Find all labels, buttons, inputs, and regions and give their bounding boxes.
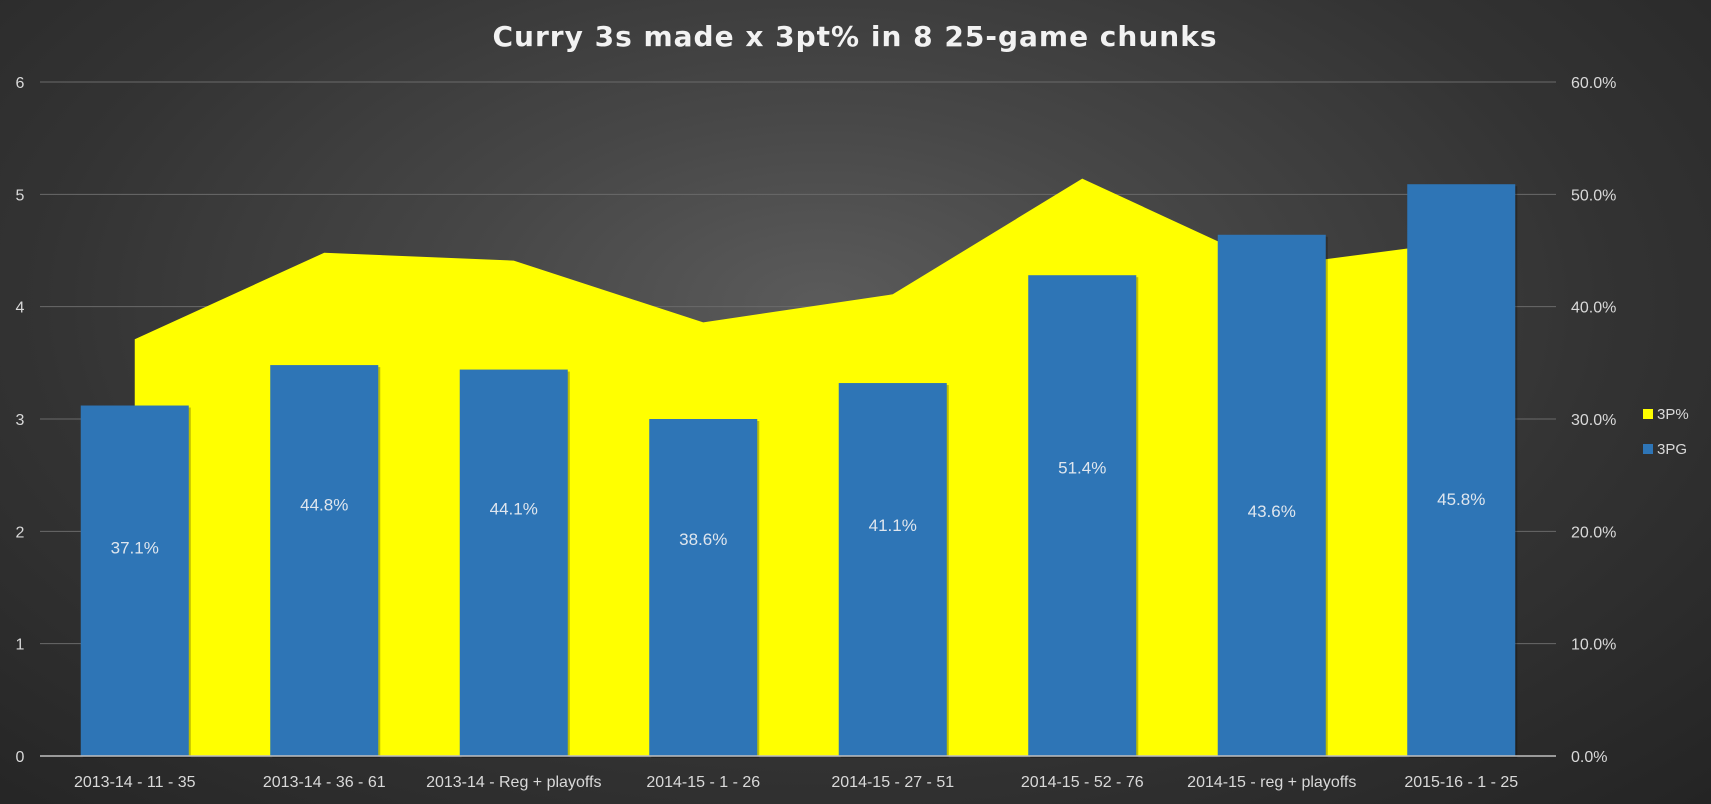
- bar-3pg: [1217, 234, 1326, 757]
- bar-3pg: [270, 365, 379, 756]
- data-labels: 37.1% 44.8% 44.1% 38.6% 41.1% 51.4% 43.6% 45.8%: [111, 458, 1486, 557]
- bar-3pg: [80, 405, 189, 756]
- y-right-tick-label: 10.0%: [1571, 637, 1616, 654]
- legend-swatch: [1643, 409, 1653, 419]
- bar-3pg: [649, 419, 758, 756]
- data-label-3p-pct: 44.1%: [490, 499, 538, 518]
- legend-swatch: [1643, 444, 1653, 454]
- y-left-tick-label: 4: [16, 300, 25, 317]
- x-tick-label: 2014-15 - 52 - 76: [1021, 774, 1144, 791]
- y-right-tick-label: 30.0%: [1571, 412, 1616, 429]
- x-tick-label: 2013-14 - 36 - 61: [263, 774, 386, 791]
- y-left-tick-label: 3: [16, 412, 25, 429]
- y-right-tick-label: 20.0%: [1571, 524, 1616, 541]
- data-label-3p-pct: 37.1%: [111, 539, 159, 558]
- x-tick-label: 2015-16 - 1 - 25: [1404, 774, 1518, 791]
- axes: 01234560.0%10.0%20.0%30.0%40.0%50.0%60.0…: [16, 75, 1617, 791]
- data-label-3p-pct: 44.8%: [300, 495, 348, 514]
- legend-label: 3PG: [1657, 441, 1687, 458]
- x-tick-label: 2014-15 - reg + playoffs: [1187, 774, 1356, 791]
- bar-3pg: [1407, 184, 1516, 756]
- bar-series-3pg: [80, 184, 1518, 759]
- data-label-3p-pct: 43.6%: [1248, 502, 1296, 521]
- y-right-tick-label: 50.0%: [1571, 187, 1616, 204]
- y-right-tick-label: 60.0%: [1571, 75, 1616, 92]
- data-label-3p-pct: 45.8%: [1437, 490, 1485, 509]
- y-left-tick-label: 2: [16, 524, 25, 541]
- y-left-tick-label: 6: [16, 75, 25, 92]
- x-tick-label: 2014-15 - 27 - 51: [831, 774, 954, 791]
- legend-label: 3P%: [1657, 406, 1689, 423]
- x-tick-label: 2013-14 - 11 - 35: [74, 774, 196, 791]
- y-left-tick-label: 0: [16, 749, 25, 766]
- y-right-tick-label: 40.0%: [1571, 300, 1616, 317]
- data-label-3p-pct: 41.1%: [869, 516, 917, 535]
- y-left-tick-label: 1: [16, 637, 25, 654]
- bar-3pg: [459, 369, 568, 756]
- legend: 3P% 3PG: [1643, 406, 1689, 458]
- data-label-3p-pct: 38.6%: [679, 530, 727, 549]
- y-right-tick-label: 0.0%: [1571, 749, 1607, 766]
- y-left-tick-label: 5: [16, 187, 25, 204]
- x-tick-label: 2013-14 - Reg + playoffs: [426, 774, 601, 791]
- x-tick-label: 2014-15 - 1 - 26: [646, 774, 760, 791]
- chart-title: Curry 3s made x 3pt% in 8 25-game chunks: [492, 20, 1217, 53]
- data-label-3p-pct: 51.4%: [1058, 458, 1106, 477]
- bar-3pg: [838, 383, 947, 756]
- bar-3pg: [1028, 275, 1137, 756]
